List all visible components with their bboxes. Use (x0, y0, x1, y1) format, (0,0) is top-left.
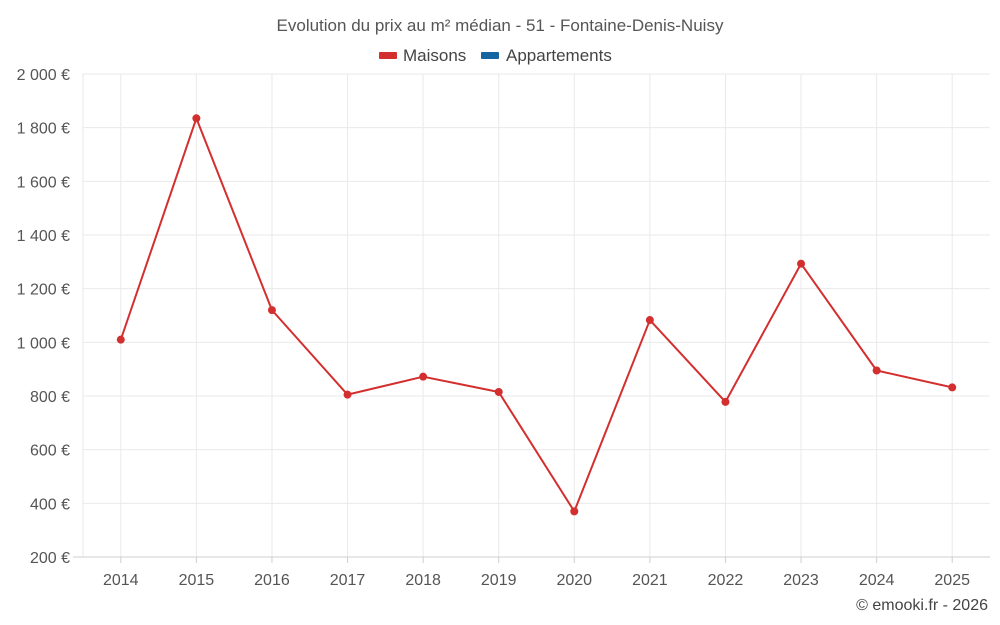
data-point[interactable] (419, 372, 428, 381)
data-point[interactable] (494, 387, 503, 396)
legend-label-maisons: Maisons (403, 46, 466, 65)
data-point[interactable] (570, 507, 579, 516)
legend: Maisons Appartements (379, 46, 612, 65)
y-tick-label: 1 200 € (17, 282, 70, 299)
data-point[interactable] (948, 383, 957, 392)
data-point[interactable] (721, 397, 730, 406)
y-tick-label: 1 000 € (17, 335, 70, 352)
x-tick-label: 2016 (254, 572, 290, 589)
data-point[interactable] (343, 390, 352, 399)
legend-item-maisons[interactable]: Maisons (379, 46, 466, 65)
y-tick-label: 800 € (30, 389, 70, 406)
x-tick-label: 2015 (179, 572, 215, 589)
x-tick-label: 2024 (859, 572, 895, 589)
y-tick-label: 1 400 € (17, 228, 70, 245)
x-tick-label: 2020 (556, 572, 592, 589)
x-tick-label: 2018 (405, 572, 441, 589)
x-tick-label: 2023 (783, 572, 819, 589)
x-tick-label: 2025 (934, 572, 970, 589)
legend-swatch-maisons (379, 52, 397, 59)
y-tick-label: 400 € (30, 496, 70, 513)
x-tick-label: 2017 (330, 572, 366, 589)
chart-title: Evolution du prix au m² médian - 51 - Fo… (277, 16, 724, 35)
x-tick-label: 2021 (632, 572, 668, 589)
data-point[interactable] (192, 114, 201, 123)
data-point[interactable] (797, 259, 806, 268)
data-point[interactable] (267, 306, 276, 315)
axes: 200 € 400 € 600 € 800 € 1 000 € 1 200 € 1 400 … (17, 67, 990, 589)
data-point[interactable] (872, 366, 881, 375)
series-line-maisons (119, 117, 953, 513)
y-tick-label: 600 € (30, 443, 70, 460)
credit-text: © emooki.fr - 2026 (856, 597, 988, 614)
data-point[interactable] (116, 335, 125, 344)
y-tick-label: 1 600 € (17, 174, 70, 191)
x-tick-label: 2022 (708, 572, 744, 589)
x-tick-label: 2014 (103, 572, 139, 589)
legend-swatch-appartements (481, 52, 499, 59)
legend-item-appartements[interactable]: Appartements (481, 46, 612, 65)
grid (83, 73, 990, 558)
y-tick-label: 2 000 € (17, 67, 70, 84)
y-tick-label: 200 € (30, 550, 70, 567)
series-layer (116, 114, 957, 516)
data-point[interactable] (645, 316, 654, 325)
legend-label-appartements: Appartements (506, 46, 612, 65)
y-tick-label: 1 800 € (17, 121, 70, 138)
x-tick-label: 2019 (481, 572, 517, 589)
